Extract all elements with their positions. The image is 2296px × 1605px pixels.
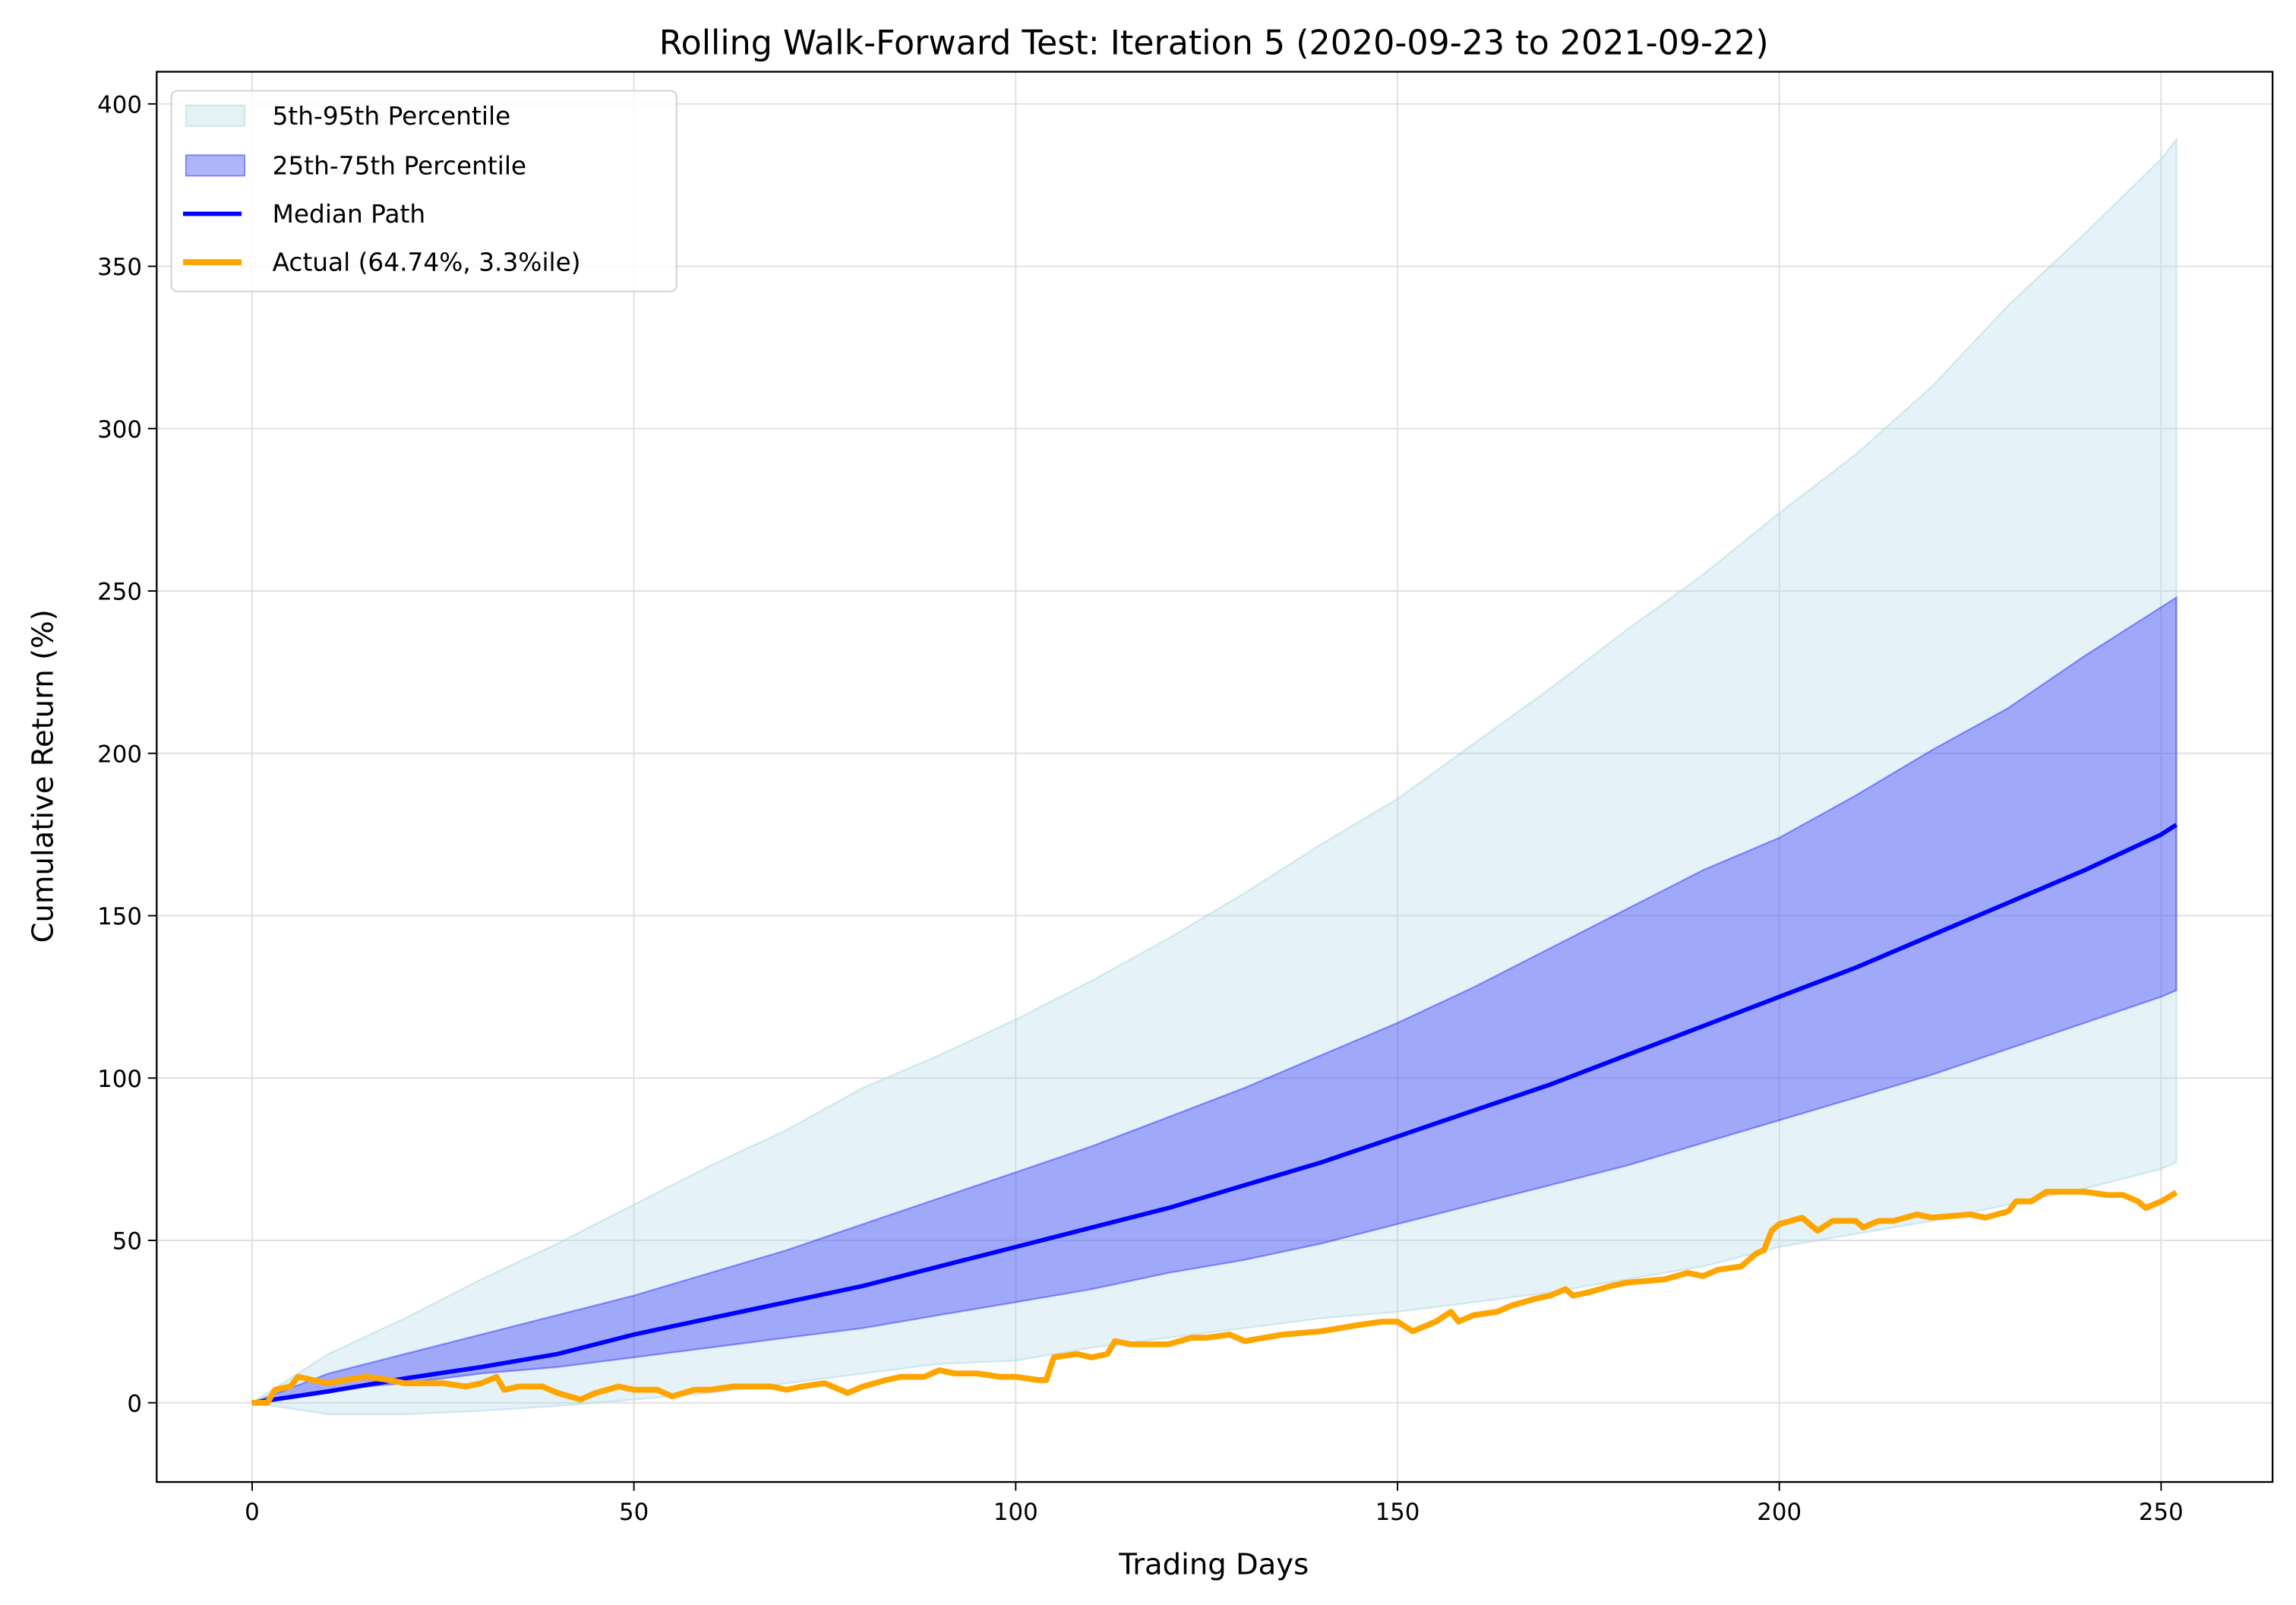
x-ticks: 0 50 100 150 200 250 bbox=[245, 1482, 2184, 1526]
y-tick-label: 250 bbox=[97, 579, 142, 606]
legend-swatch-band-5-95 bbox=[185, 104, 245, 127]
plot-frame bbox=[156, 71, 2274, 1483]
y-axis-label: Cumulative Return (%) bbox=[26, 609, 60, 943]
x-tick-label: 150 bbox=[1375, 1499, 1420, 1526]
legend-label-band-5-95: 5th-95th Percentile bbox=[273, 102, 511, 131]
y-tick-label: 150 bbox=[97, 903, 142, 930]
y-tick-label: 350 bbox=[97, 254, 142, 281]
bands bbox=[249, 137, 2178, 1415]
x-tick-label: 200 bbox=[1757, 1499, 1802, 1526]
x-tick-label: 250 bbox=[2139, 1499, 2184, 1526]
legend-box bbox=[170, 90, 677, 292]
y-tick-label: 200 bbox=[97, 741, 142, 768]
y-tick-label: 50 bbox=[112, 1228, 142, 1256]
actual-line bbox=[251, 1189, 2178, 1406]
y-tick-label: 0 bbox=[127, 1390, 142, 1417]
y-ticks: 0 50 100 150 200 250 300 350 400 bbox=[97, 91, 157, 1417]
y-tick-label: 300 bbox=[97, 416, 142, 444]
y-tick-label: 100 bbox=[97, 1066, 142, 1093]
legend: 5th-95th Percentile 25th-75th Percentile… bbox=[170, 90, 677, 292]
median-path-line bbox=[251, 823, 2178, 1405]
x-tick-label: 100 bbox=[993, 1499, 1038, 1526]
legend-label-band-25-75: 25th-75th Percentile bbox=[273, 151, 527, 180]
band-25th-75th-percentile bbox=[251, 596, 2178, 1404]
band-5th-95th-percentile bbox=[249, 137, 2178, 1415]
lines bbox=[251, 823, 2178, 1406]
grid bbox=[156, 71, 2273, 1483]
x-axis-label: Trading Days bbox=[1118, 1548, 1309, 1582]
x-tick-label: 0 bbox=[245, 1499, 260, 1526]
legend-swatch-band-25-75 bbox=[185, 154, 245, 177]
legend-label-actual: Actual (64.74%, 3.3%ile) bbox=[273, 248, 581, 277]
y-tick-label: 400 bbox=[97, 91, 142, 118]
legend-label-median: Median Path bbox=[273, 200, 426, 229]
x-tick-label: 50 bbox=[619, 1499, 649, 1526]
chart-title: Rolling Walk-Forward Test: Iteration 5 (… bbox=[659, 24, 1769, 62]
